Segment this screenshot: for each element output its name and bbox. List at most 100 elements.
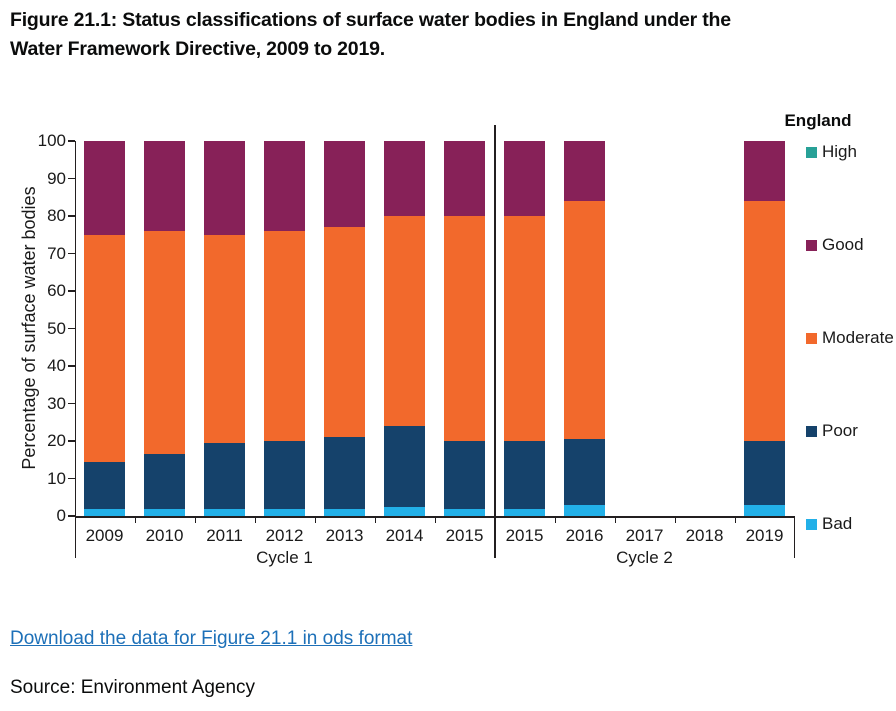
- legend-swatch-good-icon: [806, 240, 817, 251]
- bar-2014-good: [384, 141, 425, 216]
- bar-2015-bad: [444, 508, 485, 516]
- y-tick: [67, 290, 75, 292]
- x-tick: [314, 516, 316, 523]
- y-tick: [67, 177, 75, 180]
- legend-title: England: [784, 111, 852, 130]
- y-tick-label: 0: [56, 506, 66, 525]
- x-tick: [554, 516, 556, 523]
- x-tick: [374, 516, 376, 523]
- bar-2015-poor: [504, 441, 545, 509]
- y-tick: [67, 252, 75, 255]
- bar-2019-good: [744, 141, 785, 201]
- y-tick-label: 90: [47, 168, 66, 188]
- x-tick-label: 2010: [145, 526, 184, 545]
- legend-swatch-moderate-icon: [806, 333, 817, 344]
- x-tick: [134, 516, 136, 523]
- bar-2019-bad: [744, 504, 785, 516]
- bar-2016-good: [564, 141, 605, 201]
- bar-2010-bad: [144, 508, 185, 516]
- x-tick: [734, 516, 736, 523]
- y-tick-label: 10: [47, 468, 66, 488]
- x-tick-label: 2014: [385, 526, 424, 545]
- y-tick-label: 100: [37, 131, 66, 150]
- x-tick-label: 2012: [265, 526, 304, 545]
- y-tick-label: 60: [47, 281, 66, 300]
- bar-2012-poor: [264, 441, 305, 509]
- y-tick-label: 80: [47, 206, 66, 225]
- y-tick: [67, 365, 75, 367]
- y-axis-line: [74, 141, 76, 558]
- stacked-bar-chart: Percentage of surface water bodies 0 10 20…: [0, 100, 896, 580]
- legend-label-poor: Poor: [822, 421, 858, 440]
- bar-2015-poor: [444, 441, 485, 509]
- bar-2012-good: [264, 141, 305, 231]
- bar-2011-good: [204, 141, 245, 235]
- x-tick-label: 2009: [85, 526, 124, 545]
- y-tick: [67, 515, 75, 517]
- x-tick-label: 2015: [505, 526, 544, 545]
- x-tick-label: 2019: [745, 526, 784, 545]
- bar-2013-poor: [324, 437, 365, 509]
- y-tick: [67, 477, 75, 480]
- bar-2015-good: [444, 141, 485, 216]
- x-tick: [194, 516, 196, 523]
- y-tick-label: 70: [47, 243, 66, 263]
- y-tick: [67, 402, 75, 405]
- y-tick-label: 50: [47, 318, 66, 338]
- x-tick: [614, 516, 616, 523]
- y-tick: [67, 140, 75, 142]
- y-tick-label: 40: [47, 356, 66, 375]
- legend-swatch-bad-icon: [806, 519, 817, 530]
- bar-2013-good: [324, 141, 365, 228]
- legend-label-bad: Bad: [822, 514, 853, 533]
- legend-label-high: High: [822, 142, 857, 161]
- legend-label-moderate: Moderate: [822, 328, 894, 347]
- x-tick: [434, 516, 436, 523]
- y-tick: [67, 215, 75, 217]
- bar-2011-bad: [204, 508, 245, 516]
- bar-2011-poor: [204, 442, 245, 509]
- x-tick: [254, 516, 256, 523]
- download-data-link[interactable]: Download the data for Figure 21.1 in ods…: [10, 628, 413, 649]
- bar-2012-moderate: [264, 231, 305, 441]
- bar-2010-moderate: [144, 231, 185, 455]
- bar-2013-moderate: [324, 227, 365, 438]
- bar-2009-bad: [84, 508, 125, 516]
- bar-2011-moderate: [204, 234, 245, 443]
- bar-2010-good: [144, 141, 185, 231]
- bar-2010-poor: [144, 454, 185, 509]
- bar-2009-moderate: [84, 234, 125, 462]
- x-tick-label: 2015: [445, 526, 484, 545]
- figure-title-line2: Water Framework Directive, 2009 to 2019.: [10, 37, 385, 60]
- y-tick-label: 30: [47, 393, 66, 413]
- x-tick-label: 2016: [565, 526, 604, 545]
- figure-title-line1: Figure 21.1: Status classifications of s…: [10, 9, 731, 31]
- cycle-divider-line: [493, 125, 496, 558]
- x-tick-label: 2011: [206, 526, 243, 545]
- x-tick-label: 2017: [625, 526, 664, 545]
- bar-2014-moderate: [384, 216, 425, 426]
- legend-label-good: Good: [822, 235, 864, 254]
- bar-2015-moderate: [444, 216, 485, 441]
- source-text: Source: Environment Agency: [10, 677, 256, 698]
- bar-2012-bad: [264, 508, 305, 516]
- axis-right-edge: [793, 516, 795, 558]
- x-tick: [494, 516, 496, 523]
- x-tick-label: 2013: [325, 526, 364, 545]
- bar-2015-good: [504, 141, 545, 216]
- bar-2013-bad: [324, 508, 365, 516]
- bar-2016-moderate: [564, 201, 605, 440]
- legend-swatch-poor-icon: [806, 426, 817, 437]
- cycle-label-1: Cycle 1: [256, 548, 313, 567]
- bar-2014-poor: [384, 426, 425, 507]
- bar-2016-bad: [564, 504, 605, 516]
- y-tick: [67, 327, 75, 330]
- legend-swatch-high-icon: [806, 147, 817, 158]
- bar-2015-moderate: [504, 216, 545, 441]
- bar-2009-good: [84, 141, 125, 235]
- x-tick-label: 2018: [685, 526, 724, 545]
- bar-2014-bad: [384, 506, 425, 516]
- y-tick-label: 20: [47, 431, 66, 450]
- bar-2016-poor: [564, 439, 605, 505]
